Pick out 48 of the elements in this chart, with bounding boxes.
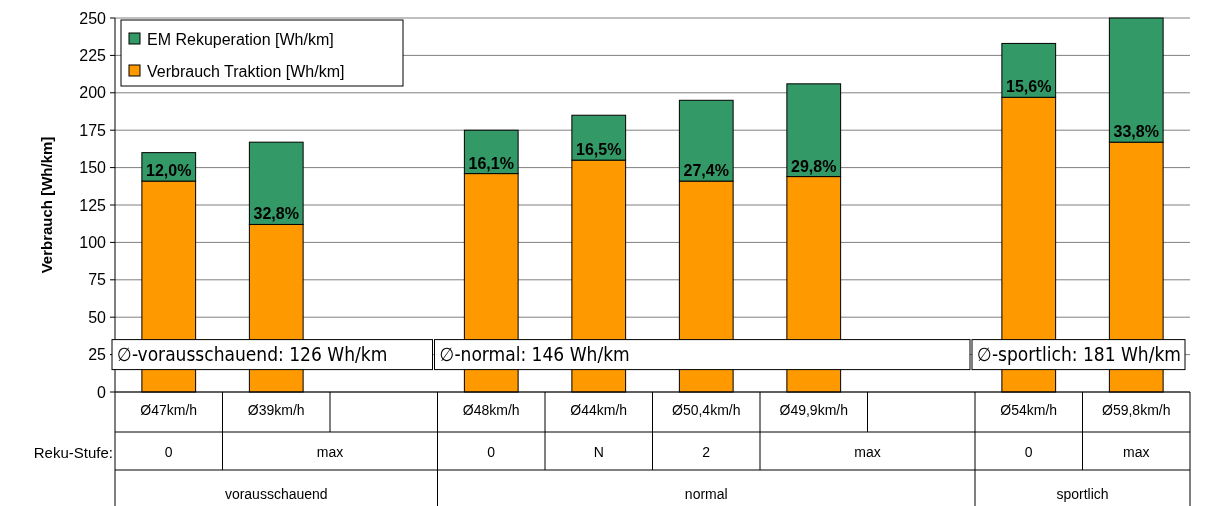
y-tick-label: 100 — [79, 234, 107, 251]
y-tick-label: 150 — [79, 159, 107, 177]
x-tick-label: Ø49,9km/h — [779, 402, 848, 418]
annotation: 12,0% — [146, 162, 192, 180]
annotation: ∅-normal: 146 Wh/km — [439, 343, 630, 366]
x-tick-label: Ø50,4km/h — [672, 402, 741, 418]
y-axis-title: Verbrauch [Wh/km] — [38, 136, 55, 274]
annotation: 16,5% — [576, 141, 622, 159]
y-tick-label: 75 — [88, 271, 107, 289]
y-tick-label: 200 — [79, 84, 107, 102]
text: 0 — [487, 444, 496, 460]
y-tick-label: 50 — [88, 308, 107, 326]
legend-label: Verbrauch Traktion [Wh/km] — [147, 62, 345, 80]
text: 2 — [702, 444, 711, 460]
x-tick-label: Ø47km/h — [140, 402, 198, 418]
annotation: ∅-vorausschauend: 126 Wh/km — [117, 343, 388, 366]
text: 0 — [1024, 444, 1033, 460]
x-tick-label: Ø39km/h — [247, 402, 305, 418]
annotation: 29,8% — [791, 157, 837, 175]
text: max — [854, 444, 881, 460]
x-tick-label: Ø44km/h — [570, 402, 628, 418]
annotation: 33,8% — [1113, 123, 1159, 141]
annotation: 32,8% — [253, 205, 299, 223]
text: N — [593, 444, 604, 460]
text: max — [1123, 444, 1150, 460]
x-tick-label: Ø59,8km/h — [1102, 402, 1171, 418]
text: 0 — [164, 444, 173, 460]
text: normal — [684, 486, 728, 502]
legend-label: EM Rekuperation [Wh/km] — [147, 30, 334, 48]
x-tick-label: Ø48km/h — [462, 402, 520, 418]
y-tick-label: 0 — [97, 383, 107, 401]
annotation: 27,4% — [683, 162, 729, 180]
y-tick-label: 125 — [79, 196, 107, 214]
text: Reku-Stufe: — [33, 444, 113, 461]
y-tick-label: 225 — [79, 47, 107, 64]
y-tick-label: 175 — [79, 121, 107, 139]
caption-box: ∅-vorausschauend: 126 Wh/km — [111, 339, 433, 371]
y-tick-label: 250 — [79, 9, 107, 27]
y-tick-label: 25 — [88, 346, 107, 364]
caption-box: ∅-sportlich: 181 Wh/km — [971, 339, 1186, 371]
caption-box: ∅-normal: 146 Wh/km — [434, 339, 971, 371]
text: max — [316, 444, 344, 460]
text: sportlich — [1056, 486, 1109, 502]
annotation: 15,6% — [1006, 78, 1052, 96]
x-tick-label: Ø54km/h — [1000, 402, 1058, 418]
text: vorausschauend — [224, 486, 328, 502]
annotation: ∅-sportlich: 181 Wh/km — [977, 343, 1182, 366]
annotation: 16,1% — [468, 154, 514, 172]
